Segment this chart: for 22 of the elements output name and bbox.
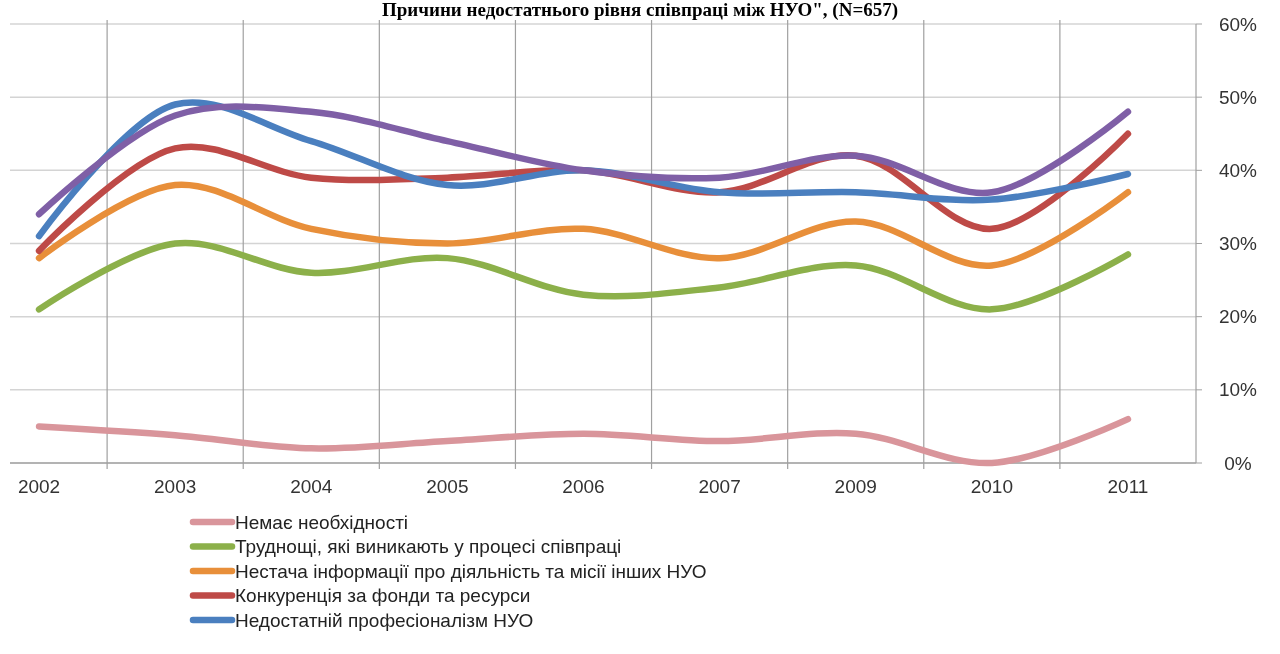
x-tick-label: 2003 (154, 476, 197, 497)
x-tick-label: 2009 (834, 476, 877, 497)
y-tick-label: 40% (1218, 159, 1258, 181)
y-tick-label: 0% (1224, 452, 1252, 474)
y-tick-label: 10% (1218, 379, 1258, 401)
y-tick-label: 60% (1218, 13, 1258, 35)
x-tick-label: 2007 (698, 476, 741, 497)
x-tick-label: 2006 (562, 476, 605, 497)
y-tick-label: 50% (1218, 86, 1258, 108)
x-tick-label: 2010 (970, 476, 1013, 497)
legend-label: Недостатній професіоналізм НУО (235, 609, 534, 631)
x-tick-label: 2005 (426, 476, 469, 497)
y-tick-label: 20% (1218, 306, 1258, 328)
x-tick-label: 2011 (1107, 476, 1149, 497)
y-tick-label: 30% (1218, 233, 1258, 255)
legend-label: Немає необхідності (235, 511, 409, 533)
chart-title: Причини недостатнього рівня співпраці між НУО", (N=657) (381, 0, 899, 21)
legend-label: Конкуренція за фонди та ресурси (235, 585, 531, 607)
x-tick-label: 2004 (290, 476, 333, 497)
x-tick-label: 2002 (17, 476, 61, 497)
legend-label: Труднощі, які виникають у процесі співпраці (235, 536, 622, 558)
legend-label: Нестача інформації про діяльність та місії інших НУО (235, 560, 707, 582)
